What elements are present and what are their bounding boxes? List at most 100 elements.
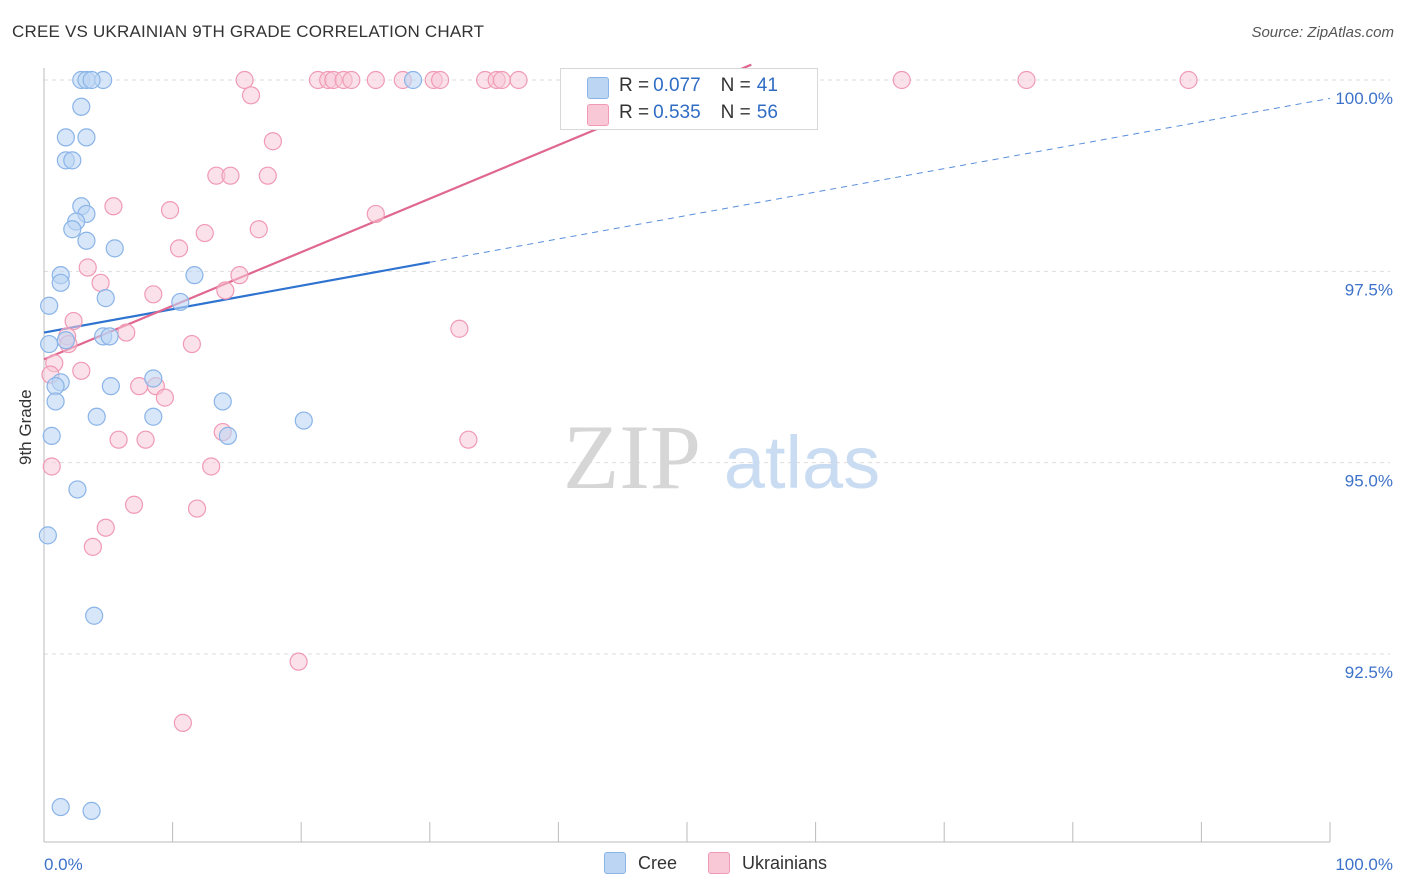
- legend-label-ukrainians: Ukrainians: [742, 852, 828, 873]
- point-ukrainians: [155, 388, 174, 407]
- point-cree: [56, 128, 75, 147]
- watermark-atlas: atlas: [724, 421, 880, 504]
- y-axis-label: 9th Grade: [16, 389, 35, 465]
- point-cree: [72, 97, 91, 116]
- point-ukrainians: [366, 204, 385, 224]
- point-cree: [63, 151, 82, 170]
- source-credit: Source: ZipAtlas.com: [1251, 24, 1394, 41]
- legend-r-value: 0.077: [653, 75, 701, 96]
- point-ukrainians: [492, 70, 511, 90]
- point-cree: [40, 296, 59, 315]
- point-ukrainians: [182, 334, 201, 354]
- point-ukrainians: [83, 537, 102, 556]
- legend-n-value: 41: [756, 75, 778, 96]
- point-cree: [77, 128, 96, 147]
- point-ukrainians: [258, 166, 277, 185]
- point-ukrainians: [42, 457, 61, 476]
- point-ukrainians: [216, 281, 235, 300]
- legend-r-label: R =: [619, 102, 650, 123]
- watermark: ZIP atlas: [563, 406, 880, 508]
- point-cree: [294, 411, 313, 430]
- point-ukrainians: [221, 166, 240, 185]
- legend-n-label: N =: [720, 75, 751, 96]
- point-cree: [46, 392, 65, 411]
- point-ukrainians: [459, 430, 478, 449]
- point-ukrainians: [104, 197, 123, 216]
- legend-swatch-ukrainians: [587, 104, 609, 126]
- point-ukrainians: [96, 518, 115, 537]
- point-cree: [63, 220, 82, 239]
- point-ukrainians: [169, 239, 189, 258]
- point-cree: [171, 292, 190, 312]
- point-cree: [56, 331, 75, 350]
- chart-title: CREE VS UKRAINIAN 9TH GRADE CORRELATION …: [12, 22, 485, 41]
- point-ukrainians: [509, 70, 528, 90]
- axes: [43, 68, 1331, 843]
- legend-r-label: R =: [619, 75, 650, 96]
- y-tick-label: 92.5%: [1345, 663, 1393, 682]
- point-cree: [101, 377, 120, 396]
- stats-legend: R = 0.077 N = 41 R = 0.535 N = 56: [560, 68, 818, 130]
- point-ukrainians: [235, 70, 254, 90]
- point-cree: [38, 526, 57, 545]
- point-cree: [403, 70, 423, 90]
- point-cree: [87, 407, 106, 426]
- y-tick-label: 95.0%: [1345, 472, 1393, 491]
- legend-item-cree: Cree: [604, 852, 677, 874]
- trend-line-cree: [43, 261, 430, 334]
- point-cree: [144, 407, 163, 426]
- point-cree: [105, 239, 124, 258]
- x-tick-label-max: 100.0%: [1335, 855, 1393, 874]
- point-cree: [46, 377, 65, 396]
- point-ukrainians: [241, 86, 261, 105]
- point-ukrainians: [230, 266, 249, 285]
- gridlines: [44, 79, 1390, 655]
- point-ukrainians: [450, 319, 469, 338]
- legend-item-ukrainians: Ukrainians: [708, 852, 827, 874]
- y-tick-label: 100.0%: [1335, 89, 1393, 108]
- point-ukrainians: [72, 361, 91, 380]
- point-ukrainians: [195, 223, 214, 243]
- legend-row-cree: R = 0.077 N = 41: [619, 74, 778, 98]
- point-cree: [82, 70, 101, 90]
- point-cree: [68, 480, 87, 499]
- point-ukrainians: [1179, 70, 1198, 90]
- legend-swatch-cree: [604, 852, 626, 874]
- point-ukrainians: [263, 132, 283, 151]
- point-ukrainians: [78, 258, 97, 277]
- point-ukrainians: [173, 713, 192, 732]
- watermark-zip: ZIP: [563, 406, 701, 508]
- x-tick-label-min: 0.0%: [44, 855, 83, 874]
- point-ukrainians: [144, 285, 163, 304]
- point-ukrainians: [892, 70, 911, 90]
- point-ukrainians: [109, 430, 128, 449]
- point-cree: [185, 266, 204, 285]
- legend-n-label: N =: [720, 102, 751, 123]
- point-cree: [42, 426, 61, 445]
- point-cree: [213, 392, 232, 411]
- point-ukrainians: [124, 495, 144, 514]
- tick-labels: 92.5% 95.0% 97.5% 100.0% 0.0% 100.0%: [44, 89, 1393, 874]
- legend-label-cree: Cree: [638, 852, 678, 873]
- point-cree: [51, 797, 70, 817]
- point-ukrainians: [187, 499, 207, 518]
- point-ukrainians: [366, 70, 385, 90]
- data-points: [38, 70, 1198, 820]
- point-ukrainians: [91, 273, 110, 292]
- point-cree: [51, 273, 70, 292]
- legend-n-value: 56: [756, 102, 778, 123]
- legend-row-ukrainians: R = 0.535 N = 56: [619, 101, 778, 125]
- point-cree: [85, 606, 104, 625]
- point-cree: [218, 426, 237, 445]
- point-ukrainians: [117, 323, 136, 342]
- point-ukrainians: [430, 70, 450, 90]
- point-ukrainians: [249, 220, 268, 239]
- point-ukrainians: [342, 70, 361, 90]
- point-ukrainians: [1017, 70, 1036, 90]
- point-ukrainians: [64, 311, 83, 331]
- point-cree: [77, 231, 96, 250]
- point-cree: [144, 369, 163, 388]
- point-ukrainians: [160, 201, 180, 220]
- y-tick-label: 97.5%: [1345, 280, 1393, 299]
